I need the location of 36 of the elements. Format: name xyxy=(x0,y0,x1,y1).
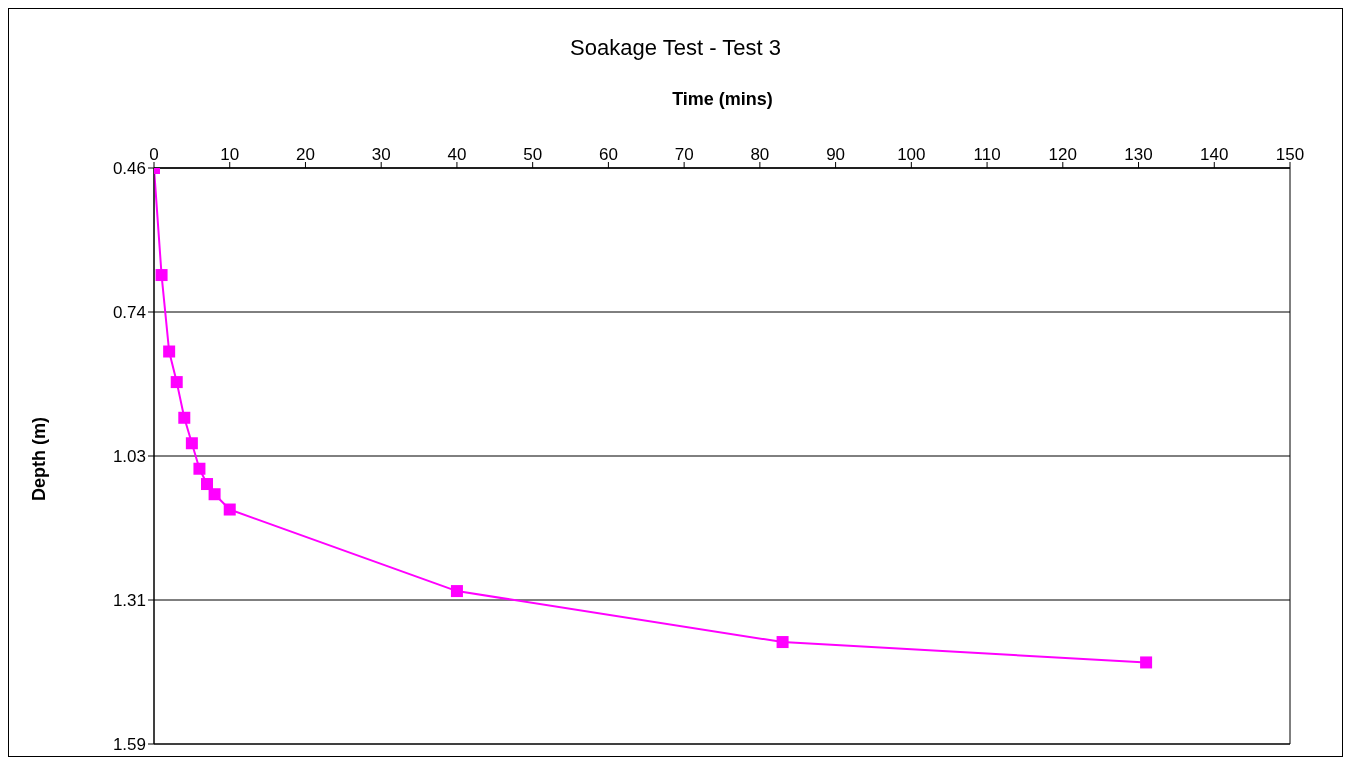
chart-title: Soakage Test - Test 3 xyxy=(569,35,782,61)
point xyxy=(185,437,198,450)
x-tick-label: 40 xyxy=(447,145,467,164)
point xyxy=(193,462,206,475)
x-tick-label: 110 xyxy=(973,145,1001,164)
y-tick-label: 0.74 xyxy=(112,303,146,323)
point xyxy=(208,488,221,501)
y-tick-label: 1.59 xyxy=(112,735,146,755)
point xyxy=(170,376,183,389)
point xyxy=(155,269,168,282)
point xyxy=(450,585,463,598)
x-axis-title: Time (mins) xyxy=(671,89,774,110)
point xyxy=(163,345,176,358)
point xyxy=(223,503,236,516)
x-tick-label: 120 xyxy=(1048,145,1077,164)
x-tick-label: 140 xyxy=(1200,145,1229,164)
y-axis-title: Depth (m) xyxy=(28,417,50,501)
x-tick-label: 70 xyxy=(674,145,694,164)
x-tick-label: 130 xyxy=(1124,145,1153,164)
y-tick-label: 1.03 xyxy=(112,447,146,467)
x-tick-label: 20 xyxy=(296,145,315,164)
x-tick-label: 50 xyxy=(523,145,543,164)
x-tick-label: 10 xyxy=(220,145,240,164)
point xyxy=(201,478,214,491)
x-tick-label: 30 xyxy=(371,145,391,164)
y-tick-label: 0.46 xyxy=(112,159,146,179)
x-tick-label: 0 xyxy=(149,145,159,164)
x-tick-label: 150 xyxy=(1275,145,1305,164)
x-tick-label: 90 xyxy=(826,145,846,164)
x-tick-label: 80 xyxy=(750,145,770,164)
point xyxy=(1140,656,1153,669)
point xyxy=(776,636,789,649)
y-tick-label: 1.31 xyxy=(112,591,146,611)
x-tick-label: 60 xyxy=(598,145,618,164)
point xyxy=(178,411,191,424)
x-tick-label: 100 xyxy=(897,145,926,164)
